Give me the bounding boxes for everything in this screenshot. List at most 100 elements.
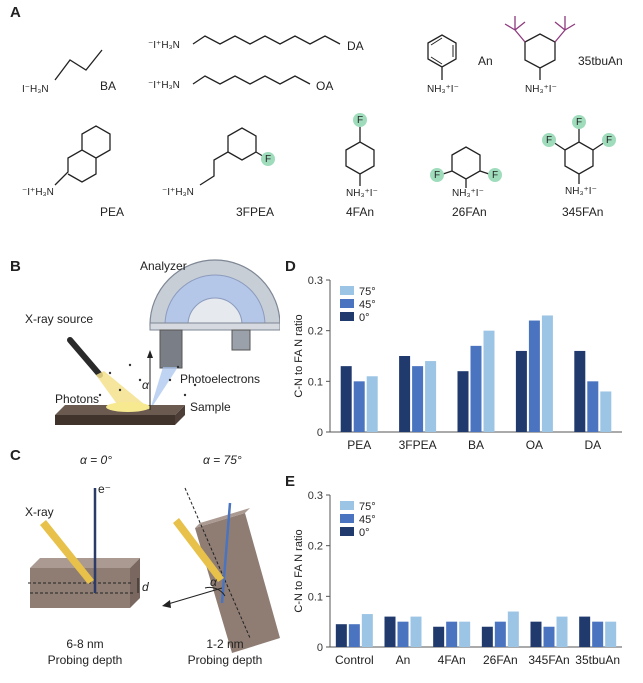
sample-block-left	[28, 558, 140, 608]
fan26-structure	[439, 146, 493, 188]
panel-label-c: C	[10, 447, 21, 464]
molecule-label-4fan: 4FAn	[346, 205, 374, 219]
x-tick-label: 35tbuAn	[575, 653, 620, 667]
y-tick-label: 0.2	[308, 326, 323, 338]
depth-symbol: d	[142, 580, 149, 594]
photoelectrons-label: Photoelectrons	[180, 372, 260, 386]
xray-beam-right	[173, 518, 224, 582]
fluorine-atom	[572, 115, 586, 129]
legend-label: 45°	[359, 299, 376, 311]
chart-d: 0 0.1 0.2 0.3 C-N to FA N ratio PEA 3FPEA BA OA D…	[293, 275, 622, 452]
legend-swatch	[340, 312, 354, 321]
fluorine-text: F	[357, 115, 363, 126]
molecule-label-oa: OA	[316, 79, 333, 93]
bar	[528, 320, 540, 432]
fluorine-atom	[261, 152, 275, 166]
bar	[494, 621, 506, 647]
legend-label: 75°	[359, 501, 376, 513]
chart-e: 0 0.1 0.2 0.3 C-N to FA N ratio Control An 4FAn…	[293, 490, 622, 667]
panel-label-e: E	[285, 473, 296, 490]
tbuan-structure	[504, 16, 576, 80]
panel-label-d: D	[285, 258, 296, 275]
fluorine-text: F	[492, 170, 498, 181]
bar	[353, 381, 365, 432]
bar	[507, 611, 519, 647]
electron-label: e⁻	[98, 482, 111, 496]
bar	[481, 626, 493, 647]
y-axis-label: C-N to FA N ratio	[293, 529, 305, 612]
photons-label: Photons	[55, 392, 99, 406]
xray-source-graphic	[67, 337, 150, 412]
analyzer-label: Analyzer	[140, 259, 187, 273]
bar	[384, 616, 396, 647]
bar	[579, 616, 591, 647]
probing-label-left: Probing depth	[48, 653, 123, 667]
molecule-label-3fpea: 3FPEA	[236, 205, 274, 219]
fan345-structure	[552, 128, 606, 184]
panel-label-b: B	[10, 258, 21, 275]
bar	[425, 361, 437, 432]
molecule-label-da: DA	[347, 39, 364, 53]
bar	[543, 626, 555, 647]
probing-depth-schematic: α = 0° α = 75° X-ray e⁻ d α 6-8 nm Probi…	[25, 453, 280, 667]
oa-structure	[192, 75, 311, 85]
bar	[361, 614, 373, 647]
bar	[412, 366, 424, 432]
bar	[366, 376, 378, 432]
fluorine-text: F	[546, 135, 552, 146]
fluorine-atom	[602, 133, 616, 147]
ammonium-text: I⁻H₃N	[22, 84, 49, 95]
bar	[410, 616, 422, 647]
depth-value-right: 1-2 nm	[206, 637, 243, 651]
depth-value-left: 6-8 nm	[66, 637, 103, 651]
x-tick-label: An	[396, 653, 411, 667]
ammonium-text: ⁻I⁺H₃N	[148, 40, 180, 51]
bar	[446, 621, 458, 647]
anilinium-text: NH₃⁺I⁻	[346, 188, 378, 199]
x-tick-label: PEA	[347, 438, 371, 452]
x-tick-label: 3FPEA	[399, 438, 437, 452]
bar	[515, 350, 527, 432]
y-tick-label: 0	[317, 427, 323, 439]
legend-swatch	[340, 286, 354, 295]
molecule-label-26fan: 26FAn	[452, 205, 487, 219]
molecule-label-ba: BA	[100, 79, 116, 93]
fluorine-atom	[488, 168, 502, 182]
ammonium-text: ⁻I⁺H₃N	[162, 187, 194, 198]
molecule-label-35tbuan: 35tbuAn	[578, 54, 623, 68]
fpea-structure	[199, 127, 267, 186]
bar	[574, 350, 586, 432]
bar	[592, 621, 604, 647]
bar	[587, 381, 599, 432]
xray-label: X-ray	[25, 505, 54, 519]
x-tick-label: 4FAn	[438, 653, 466, 667]
legend-label: 75°	[359, 286, 376, 298]
ba-structure	[54, 49, 103, 81]
y-tick-label: 0.3	[308, 490, 323, 502]
y-tick-label: 0.3	[308, 275, 323, 287]
legend-label: 0°	[359, 527, 370, 539]
bar	[335, 624, 347, 647]
y-tick-label: 0.1	[308, 591, 323, 603]
anilinium-text: NH₃⁺I⁻	[427, 84, 459, 95]
bar	[470, 345, 482, 432]
da-structure	[192, 35, 341, 45]
bar	[433, 626, 445, 647]
bar	[399, 356, 411, 432]
bar	[457, 371, 469, 432]
pea-structure	[54, 125, 111, 186]
xray-beam-left	[40, 520, 94, 584]
sample-block-right	[184, 487, 280, 653]
x-tick-label: DA	[584, 438, 601, 452]
bar	[556, 616, 568, 647]
probing-label-right: Probing depth	[188, 653, 263, 667]
bar	[530, 621, 542, 647]
bar	[340, 366, 352, 432]
legend-label: 45°	[359, 514, 376, 526]
anilinium-text: NH₃⁺I⁻	[452, 188, 484, 199]
fluorine-atom	[353, 113, 367, 127]
electron-path-right	[220, 502, 232, 604]
fluorine-atom	[542, 133, 556, 147]
bar	[605, 621, 617, 647]
fan4-structure	[345, 126, 375, 186]
